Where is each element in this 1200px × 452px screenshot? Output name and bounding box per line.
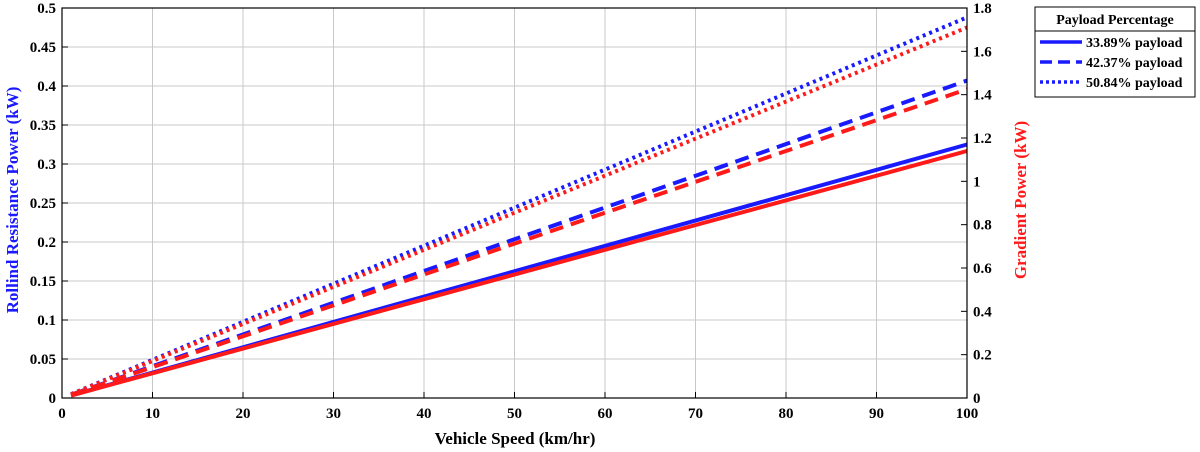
y-right-tick-label: 0.8	[973, 218, 992, 234]
y-right-tick-label: 1.8	[973, 1, 992, 17]
y-left-tick-label: 0.2	[37, 235, 56, 251]
series-line-right-dotted	[70, 25, 968, 397]
x-tick-label: 20	[236, 406, 251, 422]
y-right-axis-label: Gradient Power (kW)	[1011, 121, 1030, 279]
x-tick-label: 0	[58, 406, 66, 422]
x-tick-label: 40	[417, 406, 432, 422]
legend-title-box	[1034, 6, 1196, 32]
y-left-tick-label: 0.5	[37, 1, 56, 17]
legend-items: 33.89% payload 42.37% payload 50.84% paylo…	[1040, 36, 1183, 91]
y-right-tick-label: 0.4	[973, 304, 992, 320]
y-right-tick-label: 1.2	[973, 131, 992, 147]
x-axis-ticks: 0 10 20 30 40 50 60 70 80 90 100	[58, 392, 978, 422]
y-right-tick-label: 1.6	[973, 44, 992, 60]
y-right-tick-label: 1	[973, 174, 981, 190]
x-tick-label: 80	[779, 406, 794, 422]
legend: Payload Percentage 33.89% payload 42.37% …	[1034, 6, 1196, 98]
series-lines	[70, 15, 968, 398]
y-left-tick-label: 0.15	[30, 274, 56, 290]
series-line-left-dotted	[70, 15, 968, 397]
y-left-tick-label: 0.25	[30, 196, 56, 212]
x-tick-label: 10	[145, 406, 160, 422]
y-left-axis-label: Rollind Resistance Power (kW)	[3, 87, 22, 314]
x-tick-label: 50	[507, 406, 522, 422]
legend-box	[1034, 30, 1196, 98]
y-left-tick-label: 0.4	[37, 79, 56, 95]
x-tick-label: 30	[326, 406, 341, 422]
y-left-tick-label: 0.35	[30, 118, 56, 134]
x-tick-label: 100	[956, 406, 979, 422]
y-left-tick-label: 0.3	[37, 157, 56, 173]
y-left-tick-label: 0	[49, 391, 57, 407]
y-right-tick-label: 0.2	[973, 348, 992, 364]
grid-lines	[61, 7, 968, 399]
legend-label: 50.84% payload	[1086, 76, 1183, 91]
series-line-right-dashed	[70, 87, 968, 397]
legend-label: 42.37% payload	[1086, 56, 1183, 71]
legend-title: Payload Percentage	[1056, 13, 1174, 28]
y-right-tick-label: 1.4	[973, 88, 992, 104]
x-axis-label: Vehicle Speed (km/hr)	[435, 429, 596, 448]
x-tick-label: 70	[688, 406, 703, 422]
series-line-right-solid	[70, 149, 968, 398]
y-right-axis-ticks: 0 0.2 0.4 0.6 0.8 1 1.2 1.4 1.6 1.8	[961, 1, 992, 407]
y-left-tick-label: 0.45	[30, 40, 56, 56]
y-right-tick-label: 0	[973, 391, 981, 407]
y-left-axis-ticks: 0 0.05 0.1 0.15 0.2 0.25 0.3 0.35 0.4 0.45 0.5	[30, 1, 68, 407]
x-tick-label: 90	[869, 406, 884, 422]
y-left-tick-label: 0.1	[37, 313, 56, 329]
legend-label: 33.89% payload	[1086, 36, 1183, 51]
y-right-tick-label: 0.6	[973, 261, 992, 277]
x-tick-label: 60	[598, 406, 613, 422]
y-left-tick-label: 0.05	[30, 352, 56, 368]
